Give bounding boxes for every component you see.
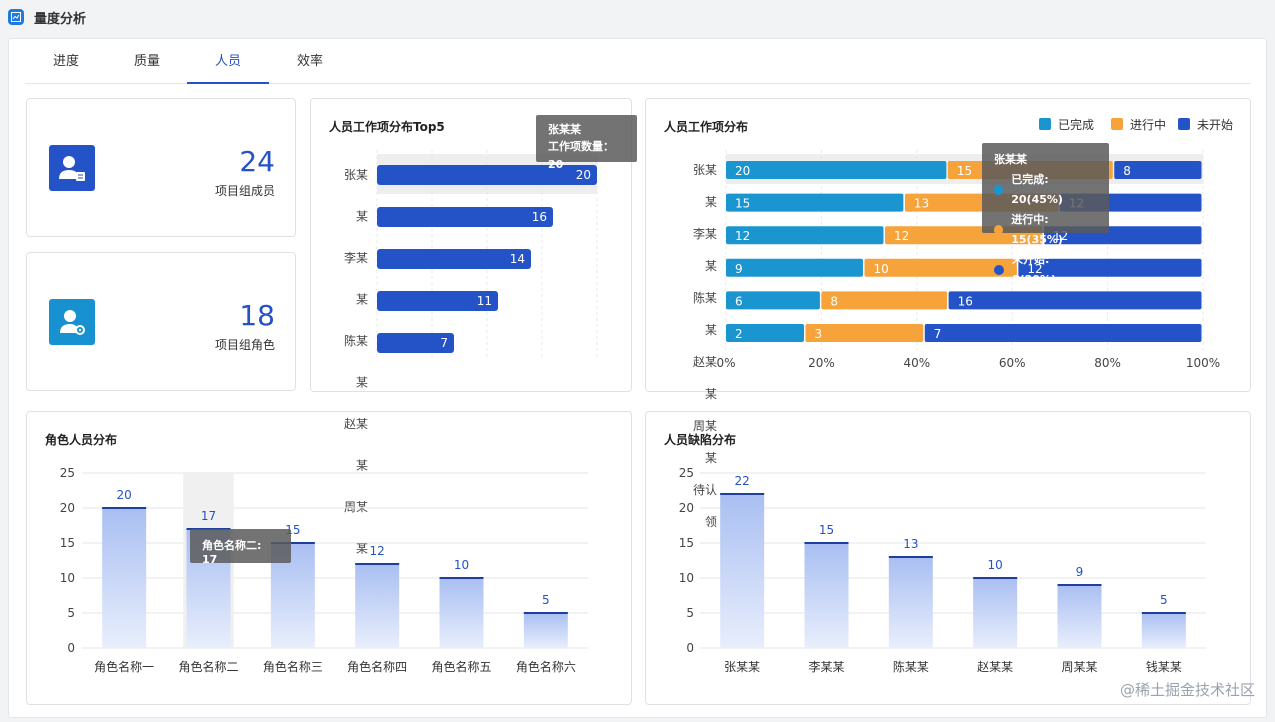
dot-icon (994, 225, 1004, 235)
tooltip-name: 张某某 (548, 123, 581, 136)
tooltip-name: 角色名称二: (202, 539, 262, 552)
stat-card-roles: 18 项目组角色 (26, 252, 296, 391)
tab-bar: 进度 质量 人员 效率 (25, 39, 1251, 84)
user-settings-icon (49, 299, 95, 345)
tooltip-value: 20 (548, 158, 564, 171)
stat-card-members: 24 项目组成员 (26, 98, 296, 237)
chart-icon (8, 9, 24, 25)
defect-chart-card: 人员缺陷分布 (645, 411, 1251, 705)
card-title: 人员工作项分布 (664, 120, 749, 134)
card-title: 人员缺陷分布 (664, 433, 737, 447)
dot-icon (994, 185, 1004, 195)
dot-icon (994, 265, 1004, 275)
watermark: @稀土掘金技术社区 (1119, 681, 1255, 699)
top5-tooltip: 张某某 工作项数量： (536, 115, 637, 162)
tooltip-value: 17 (202, 553, 218, 566)
tab-efficiency[interactable]: 效率 (296, 54, 323, 69)
tab-quality[interactable]: 质量 (133, 54, 160, 69)
card-title: 人员工作项分布Top5 (329, 120, 445, 134)
stat-value: 24 (239, 145, 275, 178)
app-title: 量度分析 (34, 11, 87, 27)
tooltip-label: 工作项数量： (548, 140, 614, 153)
user-group-icon (49, 145, 95, 191)
tooltip-todo: 未开始: 8(20%) (1011, 253, 1057, 286)
role-chart-card: 角色人员分布 (26, 411, 632, 705)
tab-progress[interactable]: 进度 (52, 54, 79, 69)
tab-personnel[interactable]: 人员 (187, 39, 269, 84)
roles-tooltip: 角色名称二: 17 (190, 529, 291, 566)
tooltip-done: 已完成: 20(45%) (1011, 173, 1063, 206)
work-dist-chart-card: 人员工作项分布 (645, 98, 1251, 392)
dist-tooltip: 张某某 已完成: 20(45%) 进行中: 15(35%) 未开始: 8(20%… (982, 143, 1109, 286)
stat-label: 项目组角色 (214, 338, 275, 352)
card-title: 角色人员分布 (45, 433, 118, 447)
tooltip-name: 张某某 (994, 153, 1027, 166)
stat-label: 项目组成员 (214, 184, 275, 198)
tooltip-doing: 进行中: 15(35%) (1011, 213, 1063, 246)
main-panel: 进度 质量 人员 效率 24 项目组成员 18 项目组角色 人员工作项分布Top… (8, 38, 1267, 718)
stat-value: 18 (239, 299, 275, 332)
top-bar: 量度分析 (0, 0, 1275, 34)
